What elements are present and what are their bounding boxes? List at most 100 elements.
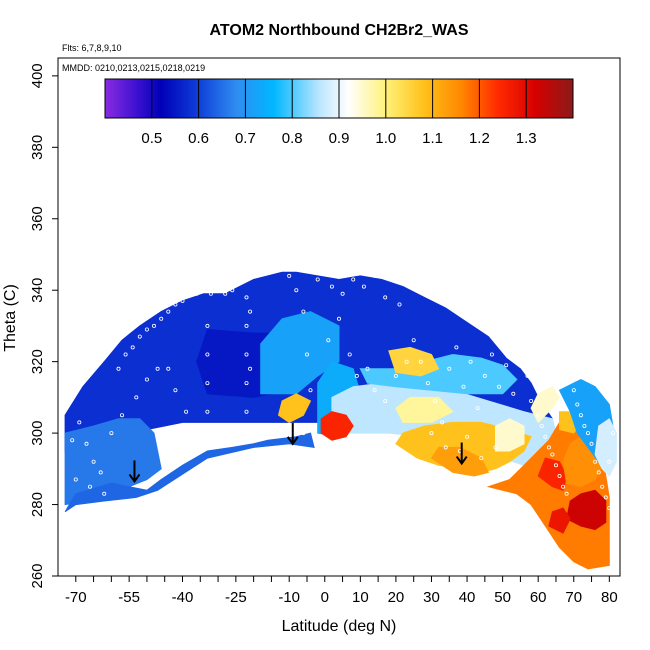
sample-point — [205, 381, 210, 386]
sample-point — [383, 295, 388, 300]
arrows — [128, 422, 468, 484]
sample-point — [223, 291, 228, 296]
sample-point — [554, 463, 559, 468]
sample-point — [571, 388, 576, 393]
sample-point — [404, 359, 409, 364]
y-tick-label: 360 — [29, 206, 46, 231]
sample-point — [578, 413, 583, 418]
x-tick-label: 0 — [321, 589, 329, 606]
heatmap-region-20 — [548, 507, 571, 534]
y-tick-label: 340 — [29, 278, 46, 303]
sample-point — [304, 352, 309, 357]
sample-point — [244, 438, 249, 443]
sample-point — [137, 334, 142, 339]
sample-point — [144, 327, 149, 332]
sample-point — [539, 423, 544, 428]
sample-point — [610, 491, 615, 496]
sample-point — [166, 366, 171, 371]
sample-point — [361, 284, 366, 289]
sample-point — [383, 398, 388, 403]
sample-point — [123, 352, 128, 357]
sample-point — [84, 441, 89, 446]
sample-point — [244, 381, 249, 386]
x-tick-label: 20 — [388, 589, 405, 606]
sample-point — [173, 302, 178, 307]
sample-point — [468, 359, 473, 364]
x-tick-label: 30 — [423, 589, 440, 606]
sample-point — [493, 445, 498, 450]
sample-point — [159, 316, 164, 321]
y-axis-label: Theta (C) — [2, 284, 19, 352]
sample-point — [475, 406, 480, 411]
x-tick-label: 10 — [352, 589, 369, 606]
sample-point — [194, 291, 199, 296]
sample-point — [340, 291, 345, 296]
sample-point — [184, 409, 189, 414]
sample-point — [244, 409, 249, 414]
sample-point — [575, 402, 580, 407]
y-tick-label: 320 — [29, 349, 46, 374]
sample-point — [536, 413, 541, 418]
sample-point — [372, 388, 377, 393]
heatmap-region-13 — [495, 418, 525, 452]
sample-point — [134, 395, 139, 400]
sample-point — [155, 366, 160, 371]
sample-point — [151, 323, 156, 328]
sample-point — [73, 477, 78, 482]
heatmap-region-2 — [64, 432, 315, 513]
sample-point — [454, 345, 459, 350]
x-tick-label: 50 — [494, 589, 511, 606]
sample-point — [593, 459, 598, 464]
sample-point — [351, 277, 356, 282]
colorbar-tick-label: 1.2 — [469, 130, 490, 147]
sample-point — [336, 316, 341, 321]
colorbar-tick-label: 0.8 — [282, 130, 303, 147]
sample-point — [287, 273, 292, 278]
sample-point — [205, 431, 210, 436]
sample-point — [603, 495, 608, 500]
sample-point — [393, 373, 398, 378]
colorbar-tick-label: 1.1 — [422, 130, 443, 147]
sample-point — [70, 438, 75, 443]
sample-point — [166, 309, 171, 314]
sample-point — [543, 434, 548, 439]
sample-point — [248, 423, 253, 428]
sample-point — [504, 363, 509, 368]
x-tick-label: -40 — [172, 589, 194, 606]
sample-point — [497, 384, 502, 389]
sample-point — [489, 352, 494, 357]
sample-point — [88, 484, 93, 489]
sample-point — [582, 423, 587, 428]
sample-point — [482, 373, 487, 378]
sample-point — [173, 388, 178, 393]
arrow-2 — [455, 442, 468, 466]
sample-point — [610, 431, 615, 436]
sample-point — [294, 445, 299, 450]
sample-point — [130, 345, 135, 350]
sample-point — [205, 323, 210, 328]
sample-point — [244, 295, 249, 300]
sample-point — [354, 373, 359, 378]
colorbar-tick-label: 0.5 — [141, 130, 162, 147]
sample-point — [308, 388, 313, 393]
sample-point — [432, 398, 437, 403]
sample-point — [187, 291, 192, 296]
sample-point — [301, 309, 306, 314]
sample-point — [144, 377, 149, 382]
flights-note: Flts: 6,7,8,9,10 — [62, 43, 122, 53]
sample-point — [91, 459, 96, 464]
sample-point — [294, 288, 299, 293]
x-axis: -70 -55 -40 -25 -10 0 10 20 30 40 50 60 70 80 — [65, 576, 618, 606]
sample-point — [546, 445, 551, 450]
sample-point — [418, 359, 423, 364]
sample-point — [586, 431, 591, 436]
x-tick-label: 70 — [565, 589, 582, 606]
sample-point — [461, 384, 466, 389]
heatmap-region-4 — [260, 311, 340, 395]
heatmap-region-10 — [320, 411, 354, 441]
sample-point — [180, 298, 185, 303]
sample-point — [561, 484, 566, 489]
sample-point — [479, 456, 484, 461]
chart-title: ATOM2 Northbound CH2Br2_WAS — [210, 22, 469, 39]
